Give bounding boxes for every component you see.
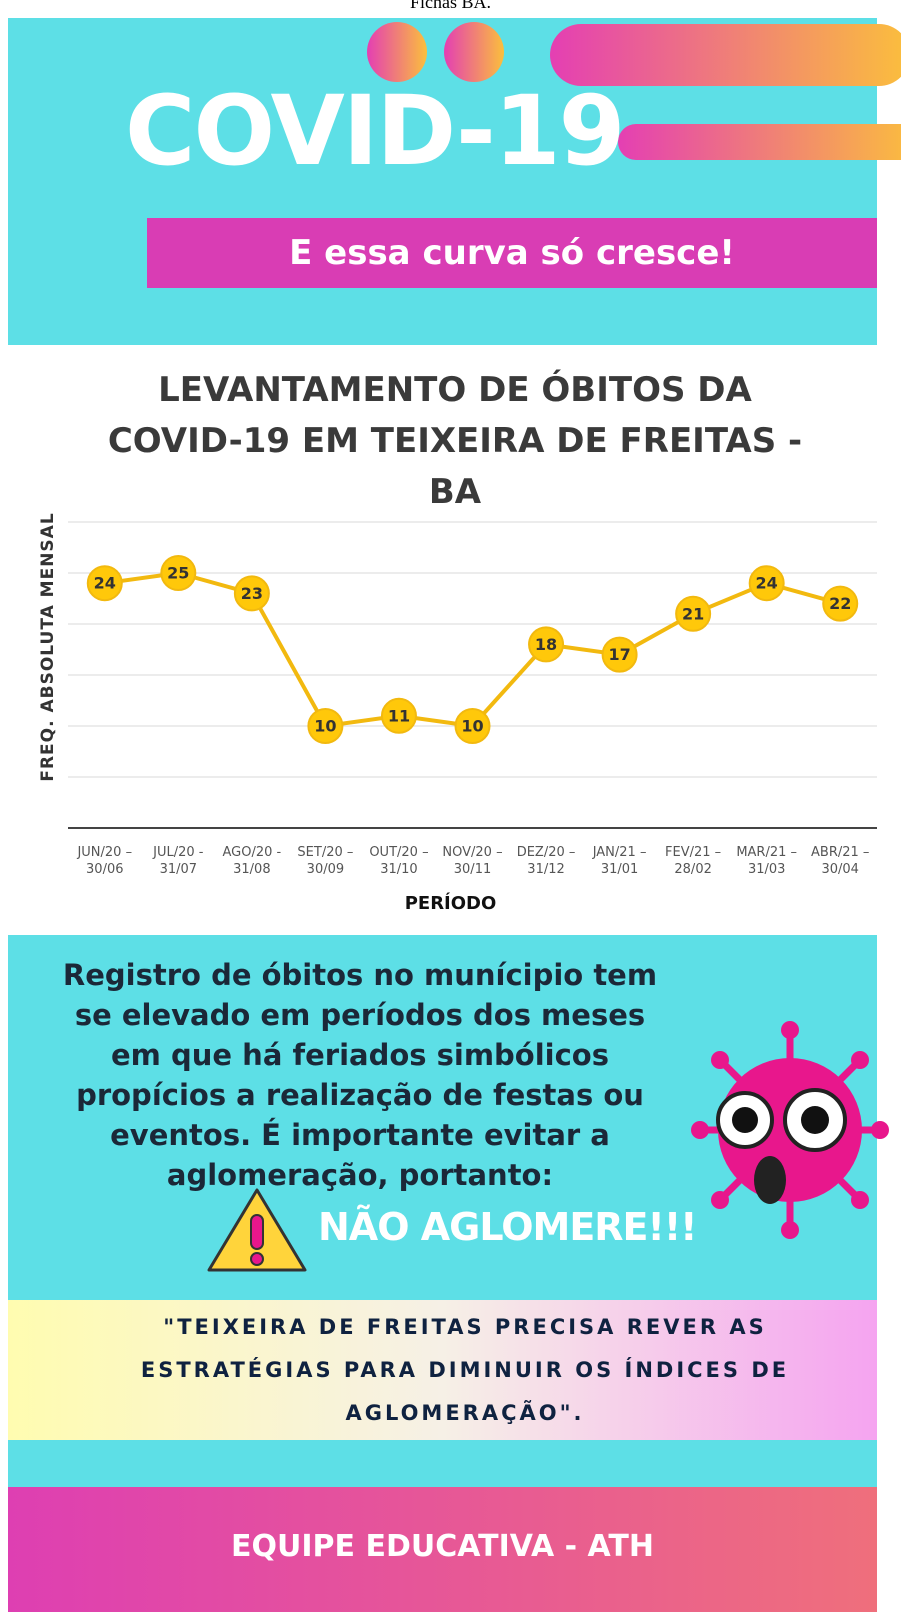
data-label: 24	[756, 574, 778, 593]
data-label: 17	[608, 645, 630, 664]
x-tick-label: OUT/20 – 31/10	[363, 844, 435, 878]
data-label: 11	[388, 706, 410, 725]
warning-text: NÃO AGLOMERE!!!	[318, 1205, 697, 1249]
x-axis-label: PERÍODO	[0, 893, 901, 914]
title: COVID-19	[125, 75, 623, 187]
quote-line: AGLOMERAÇÃO".	[40, 1392, 890, 1435]
subtitle: E essa curva só cresce!	[147, 218, 877, 288]
message-line: em que há feriados simbólicos	[10, 1035, 710, 1075]
x-tick-label: MAR/21 – 31/03	[731, 844, 803, 878]
footer: EQUIPE EDUCATIVA - ATH	[8, 1487, 877, 1612]
dot	[444, 22, 504, 82]
x-tick-label: FEV/21 – 28/02	[657, 844, 729, 878]
quote-line: ESTRATÉGIAS PARA DIMINUIR OS ÍNDICES DE	[40, 1349, 890, 1392]
x-tick-label: AGO/20 - 31/08	[216, 844, 288, 878]
x-tick-label: JUN/20 – 30/06	[69, 844, 141, 878]
message-line: aglomeração, portanto:	[10, 1155, 710, 1195]
x-tick-label: JAN/21 – 31/01	[584, 844, 656, 878]
dot	[367, 22, 427, 82]
data-label: 10	[314, 717, 336, 736]
data-label: 10	[461, 717, 483, 736]
data-label: 18	[535, 635, 557, 654]
data-label: 21	[682, 604, 704, 623]
gap-bg	[8, 1440, 877, 1487]
virus-icon	[690, 1020, 890, 1240]
x-tick-label: DEZ/20 – 31/12	[510, 844, 582, 878]
message-line: se elevado em períodos dos meses	[10, 995, 710, 1035]
x-tick-label: SET/20 – 30/09	[289, 844, 361, 878]
data-label: 25	[167, 564, 189, 583]
page: Fichas BA. COVID-19 E essa curva só cres…	[0, 0, 901, 1612]
x-tick-label: ABR/21 – 30/04	[804, 844, 876, 878]
quote-line: "TEIXEIRA DE FREITAS PRECISA REVER AS	[40, 1306, 890, 1349]
message-line: Registro de óbitos no munícipio tem	[10, 955, 710, 995]
warning-icon	[205, 1185, 310, 1275]
data-label: 23	[241, 584, 263, 603]
y-axis-label: FREQ. ABSOLUTA MENSAL	[38, 512, 58, 781]
data-label: 22	[829, 594, 851, 613]
pill	[618, 124, 901, 160]
line	[105, 573, 840, 726]
message-line: eventos. É importante evitar a	[10, 1115, 710, 1155]
data-label: 24	[94, 574, 116, 593]
x-tick-label: JUL/20 - 31/07	[142, 844, 214, 878]
x-tick-label: NOV/20 – 30/11	[437, 844, 509, 878]
message-line: propícios a realização de festas ou	[10, 1075, 710, 1115]
